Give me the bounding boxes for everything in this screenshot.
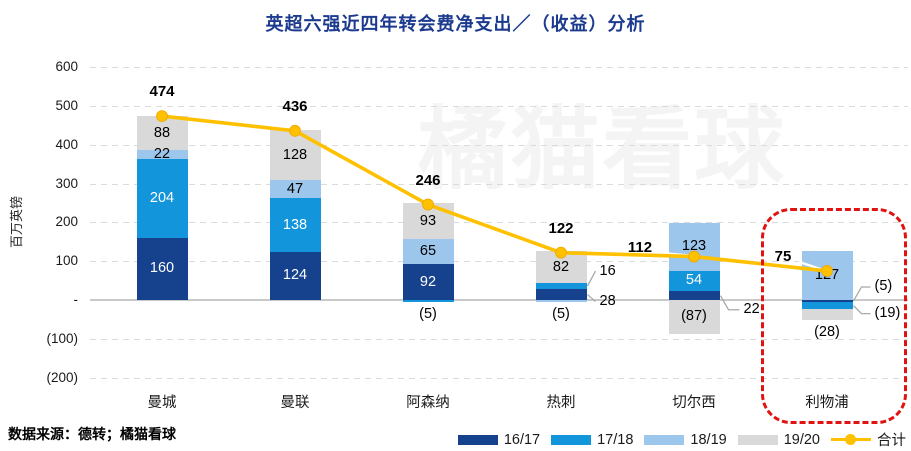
total-label: 436	[282, 97, 308, 115]
x-category-label: 阿森纳	[406, 395, 450, 411]
y-tick-label: 300	[55, 175, 78, 191]
x-category-label: 切尔西	[672, 395, 716, 411]
segment-label: 204	[149, 189, 175, 206]
watermark: 橘猫看球	[418, 100, 786, 200]
total-label: 75	[774, 247, 792, 265]
segment-label: 92	[419, 273, 437, 290]
legend-line-dot-icon	[845, 433, 856, 445]
total-label: 122	[548, 219, 574, 237]
x-category-label: 热刺	[546, 395, 576, 411]
bar-segment-16/17-切尔西	[668, 291, 720, 300]
segment-below-label: (5)	[419, 305, 437, 322]
segment-label: 88	[153, 124, 171, 141]
gridline	[90, 338, 908, 340]
segment-label: 22	[153, 146, 171, 162]
y-tick-label: 400	[55, 136, 78, 152]
segment-callout-label: 16	[599, 262, 616, 279]
segment-below-label: (28)	[814, 324, 840, 341]
total-label: 474	[149, 83, 175, 101]
x-category-label: 曼城	[147, 395, 177, 411]
x-category-label: 曼联	[280, 395, 310, 411]
y-tick-label: 200	[55, 214, 78, 230]
segment-callout-label: (5)	[874, 278, 893, 295]
chart-title: 英超六强近四年转会费净支出／（收益）分析	[265, 14, 646, 34]
segment-callout-label: 28	[599, 293, 616, 310]
segment-label: (87)	[681, 308, 707, 325]
segment-label: 138	[282, 216, 308, 233]
source-note: 数据来源：德转；橘猫看球	[8, 426, 176, 442]
legend-item-total: 合计	[831, 429, 906, 450]
gridline	[90, 67, 908, 69]
legend-label: 16/17	[503, 431, 541, 448]
total-label: 112	[627, 238, 653, 256]
bar-segment-17/18-利物浦	[801, 301, 853, 310]
y-tick-label: 100	[55, 253, 78, 269]
segment-label: 123	[681, 238, 707, 255]
legend-swatch-icon	[737, 434, 778, 445]
segment-callout-label: (19)	[874, 305, 901, 322]
bar-segment-17/18-阿森纳	[402, 300, 454, 302]
gridline	[90, 377, 908, 379]
legend-swatch-icon	[551, 434, 592, 445]
segment-label: 128	[282, 146, 308, 163]
segment-label: 160	[149, 260, 175, 277]
segment-callout-label: 22	[743, 301, 760, 318]
legend-item-19/20: 19/20	[737, 431, 820, 448]
y-tick-label: (200)	[46, 369, 78, 385]
total-label: 246	[415, 171, 441, 189]
legend-label: 17/18	[597, 431, 634, 448]
gridline	[90, 144, 908, 146]
bar-segment-17/18-切尔西	[668, 270, 720, 292]
gridline	[90, 106, 908, 107]
x-category-label: 利物浦	[805, 395, 849, 411]
legend-swatch-icon	[457, 434, 498, 445]
y-tick-label: (100)	[46, 330, 78, 346]
segment-label: 54	[685, 272, 703, 289]
segment-label: 93	[419, 212, 437, 229]
legend-label: 19/20	[783, 431, 820, 448]
legend-label: 合计	[877, 433, 906, 449]
segment-label: 127	[814, 266, 840, 283]
bar-segment-16/17-热刺	[535, 289, 587, 300]
legend-swatch-icon	[644, 434, 685, 445]
gridline	[90, 222, 908, 224]
gridline	[90, 183, 908, 185]
y-tick-label: -	[73, 292, 79, 307]
bar-segment-19/20-利物浦	[801, 309, 853, 321]
segment-below-label: (5)	[552, 305, 570, 322]
legend-line-marker-icon	[831, 433, 871, 445]
zero-gridline	[90, 299, 908, 301]
legend-label: 18/19	[690, 431, 727, 448]
y-tick-label: 500	[55, 98, 78, 113]
legend-item-16/17: 16/17	[457, 431, 541, 448]
segment-label: 124	[282, 267, 308, 284]
legend-item-18/19: 18/19	[644, 431, 727, 448]
legend-item-17/18: 17/18	[551, 432, 633, 448]
segment-label: 47	[286, 180, 304, 197]
bar-segment-19/20-切尔西	[668, 300, 720, 334]
segment-label: 82	[552, 258, 570, 275]
bar-segment-16/17-利物浦	[801, 300, 853, 302]
segment-label: 65	[419, 243, 437, 260]
y-tick-label: 600	[55, 59, 78, 75]
legend: 16/17 17/18 18/19 19/20 合计	[457, 429, 906, 450]
bar-segment-18/19-热刺	[535, 300, 587, 302]
bar-segment-17/18-热刺	[535, 282, 587, 290]
